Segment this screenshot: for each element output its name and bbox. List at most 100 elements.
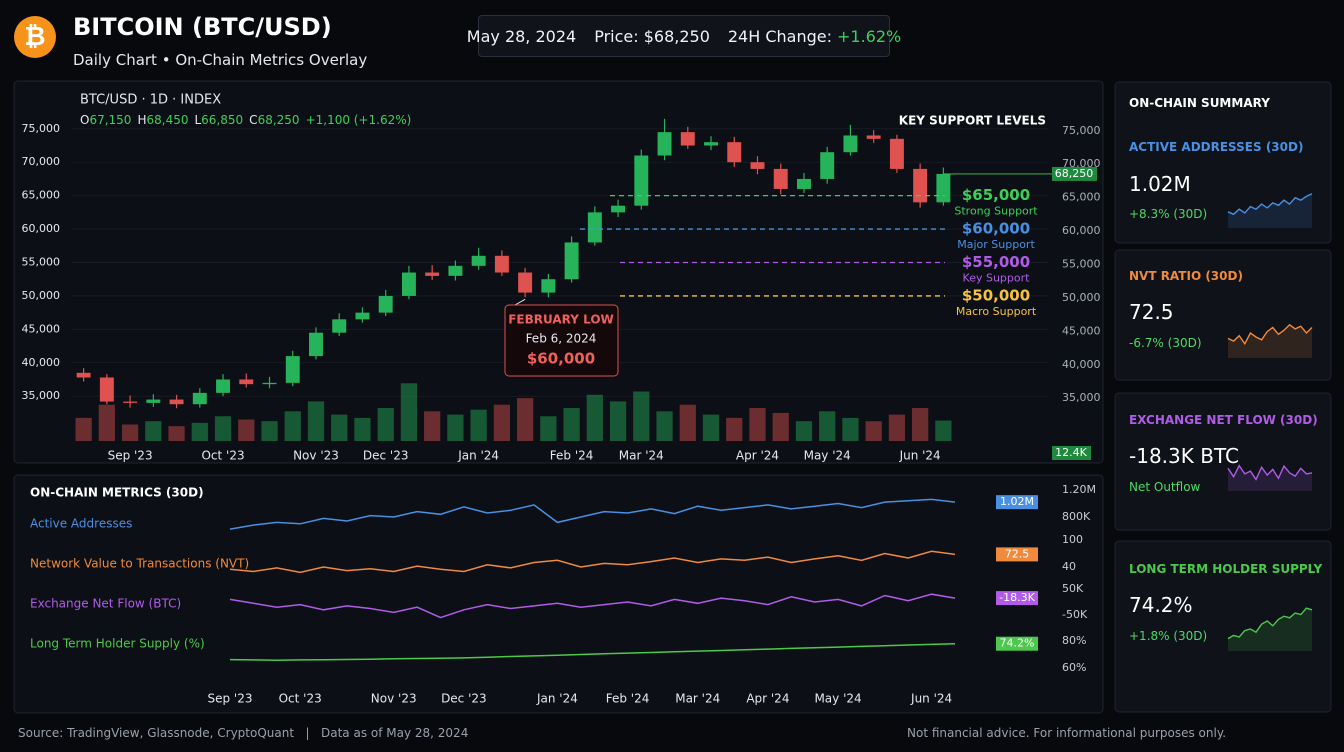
volume-bar xyxy=(331,414,348,441)
chart-title: BTC/USD · 1D · INDEX xyxy=(80,93,221,108)
candle-body xyxy=(796,178,811,189)
y-tick-label: 60,000 xyxy=(22,222,61,235)
card-change: -6.7% (30D) xyxy=(1129,336,1202,350)
y-tick-label: 50,000 xyxy=(22,289,61,302)
candle-body xyxy=(750,162,765,169)
candle-body xyxy=(309,332,323,357)
x-tick-label: Nov '23 xyxy=(371,692,417,706)
volume-bar xyxy=(726,417,743,441)
candle-body xyxy=(76,372,91,378)
y-tick-label: 65,000 xyxy=(22,189,61,202)
sparkline-area xyxy=(1228,324,1312,358)
support-name: Major Support xyxy=(957,238,1035,251)
subtitle: Daily Chart • On-Chain Metrics Overlay xyxy=(73,51,368,69)
candle-body xyxy=(634,155,649,206)
badge xyxy=(996,495,1038,510)
summary-heading: ON-CHAIN SUMMARY xyxy=(1129,96,1270,110)
card-change: +1.8% (30D) xyxy=(1129,629,1208,643)
y-tick-label: 45,000 xyxy=(22,322,61,335)
x-tick-label: May '24 xyxy=(814,692,861,706)
card-value: 74.2% xyxy=(1129,593,1193,617)
disclaimer: Not financial advice. For informational … xyxy=(907,726,1227,740)
candle-body xyxy=(123,401,138,403)
ohlc-key: C xyxy=(249,113,257,127)
candle-body xyxy=(936,173,951,203)
y-tick-label-right: 35,000 xyxy=(1062,391,1101,404)
price-panel xyxy=(13,80,1104,464)
card-title: EXCHANGE NET FLOW (30D) xyxy=(1129,413,1318,427)
annotation-value: $60,000 xyxy=(527,350,595,368)
y-tick-label: 60% xyxy=(1062,661,1086,674)
support-name: Macro Support xyxy=(956,305,1037,318)
candle-body xyxy=(518,272,533,293)
sparkline xyxy=(1227,607,1313,640)
metrics-title: ON-CHAIN METRICS (30D) xyxy=(30,486,204,500)
x-tick-label: Jan '24 xyxy=(536,692,578,706)
candle-body xyxy=(146,399,161,403)
support-name: Strong Support xyxy=(954,205,1038,218)
badge xyxy=(996,636,1038,651)
volume-bar xyxy=(609,401,627,441)
y-tick-label: 55,000 xyxy=(22,256,61,269)
annotation-arrow xyxy=(514,298,526,306)
y-tick-label: 75,000 xyxy=(22,122,61,135)
legend-title: KEY SUPPORT LEVELS xyxy=(899,114,1046,128)
badge xyxy=(996,547,1038,562)
candle-body xyxy=(889,138,904,169)
volume-bar xyxy=(284,411,301,441)
ohlc-key: O xyxy=(80,113,89,127)
candle-body xyxy=(866,135,881,139)
x-tick-label: Feb '24 xyxy=(606,692,650,706)
candle-body xyxy=(192,392,207,405)
card xyxy=(1114,540,1332,713)
volume-bar xyxy=(214,416,232,441)
candle-body xyxy=(401,272,416,296)
volume-bar xyxy=(354,417,371,441)
volume-bar xyxy=(633,391,650,441)
last-price-label: 68,250 xyxy=(1055,167,1094,180)
y-tick-label-right: 65,000 xyxy=(1062,191,1101,204)
x-tick-label: Dec '23 xyxy=(441,692,487,706)
ohlc-value: 68,450 xyxy=(146,113,188,127)
price-info: May 28, 2024 Price: $68,250 24H Change: … xyxy=(467,15,901,57)
last-price-tag xyxy=(1052,166,1097,181)
candle-body xyxy=(285,356,300,383)
candle-body xyxy=(843,135,858,153)
volume-bar xyxy=(540,416,557,441)
volume-bar xyxy=(145,421,162,441)
x-tick-label: Oct '23 xyxy=(201,449,244,463)
title: BITCOIN (BTC/USD) xyxy=(73,13,332,41)
logo: ₿ xyxy=(14,16,56,58)
card-title: NVT RATIO (30D) xyxy=(1129,269,1243,283)
x-tick-label: Nov '23 xyxy=(293,449,339,463)
x-tick-label: Apr '24 xyxy=(746,692,789,706)
volume-bar xyxy=(935,420,952,441)
volume-bar xyxy=(795,421,813,441)
annotation-title: FEBRUARY LOW xyxy=(508,313,614,327)
volume-bar xyxy=(377,408,394,441)
ohlc-value: 67,150 xyxy=(89,113,131,127)
candle-body xyxy=(587,212,602,243)
volume-bar xyxy=(168,426,185,441)
ohlc-value: 66,850 xyxy=(201,113,243,127)
date: May 28, 2024 xyxy=(466,26,577,46)
volume-bar xyxy=(772,412,789,441)
x-tick-label: May '24 xyxy=(804,449,851,463)
y-tick-label-right: 45,000 xyxy=(1062,324,1101,337)
sparkline xyxy=(1227,323,1313,346)
candle-body xyxy=(913,168,928,203)
candle-body xyxy=(773,168,788,189)
card-value: 1.02M xyxy=(1129,172,1191,196)
support-value: $55,000 xyxy=(962,253,1030,271)
candle-body xyxy=(494,255,509,273)
change-label: 24H Change: xyxy=(727,26,832,46)
ohlc-value: 68,250 xyxy=(258,113,300,127)
candle-body xyxy=(471,255,486,266)
volume-bar xyxy=(679,404,696,441)
badge-label: 72.5 xyxy=(1005,547,1030,560)
volume-bar xyxy=(98,404,115,441)
volume-bar xyxy=(656,411,673,441)
price: Price: $68,250 xyxy=(594,26,710,46)
y-tick-label: 100 xyxy=(1062,533,1083,546)
y-tick-label-right: 40,000 xyxy=(1062,358,1101,371)
